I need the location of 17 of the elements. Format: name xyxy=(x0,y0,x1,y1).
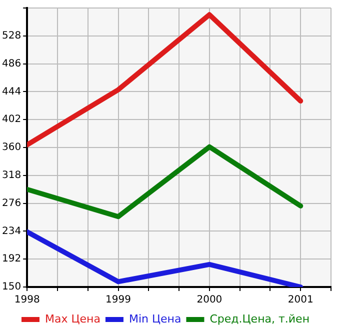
y-tick-label: 318 xyxy=(2,170,22,181)
y-tick-label: 234 xyxy=(2,226,22,237)
y-tick-label: 276 xyxy=(2,198,22,209)
x-tick-label: 1998 xyxy=(14,294,40,306)
legend-label: Min Цена xyxy=(128,312,182,326)
x-tick-label: 2001 xyxy=(288,294,314,306)
y-tick-label: 360 xyxy=(2,142,22,154)
y-tick-label: 150 xyxy=(2,282,22,293)
legend-label: Max Цена xyxy=(44,312,100,326)
legend-label: Сред.Цена, т.йен xyxy=(210,312,310,326)
y-tick-label: 528 xyxy=(2,30,22,42)
x-tick-label: 2000 xyxy=(196,294,222,306)
x-tick-label: 1999 xyxy=(106,294,131,306)
y-tick-label: 486 xyxy=(2,58,22,70)
y-tick-label: 192 xyxy=(2,254,22,265)
y-tick-label: 402 xyxy=(2,114,22,126)
y-tick-label: 444 xyxy=(2,86,22,98)
